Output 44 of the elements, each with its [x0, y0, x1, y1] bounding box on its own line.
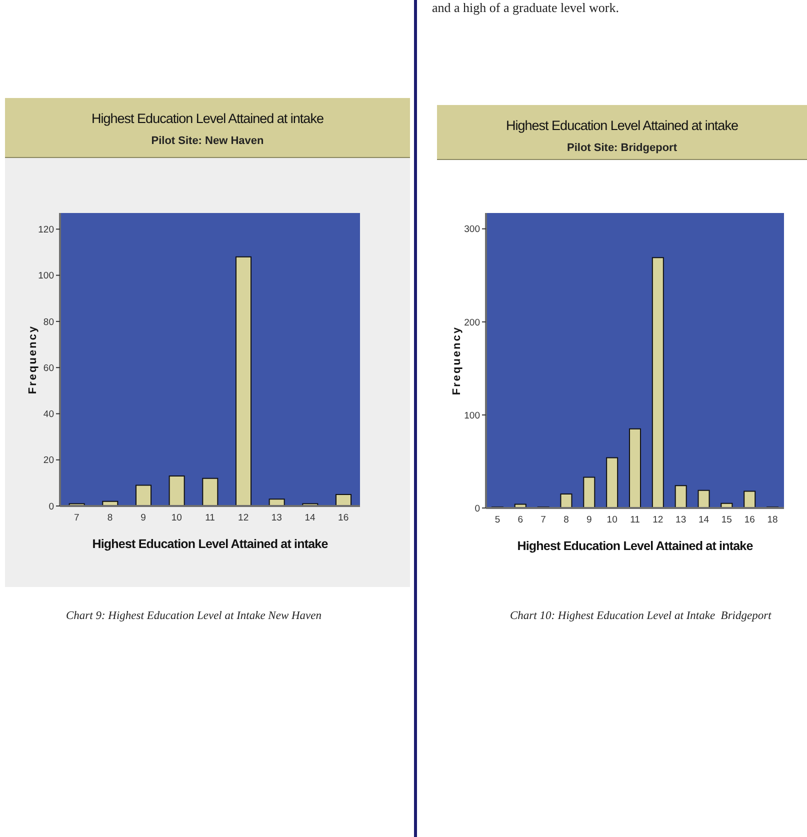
y-tick-label: 40 — [43, 409, 54, 420]
x-tick-label: 10 — [171, 512, 182, 524]
x-tick-label: 9 — [586, 514, 592, 526]
y-tick-label: 20 — [43, 455, 54, 466]
x-tick-label: 9 — [140, 512, 146, 524]
x-tick-label: 13 — [271, 512, 282, 524]
y-axis-title: Frequency — [26, 324, 39, 394]
x-tick-label: 12 — [238, 512, 249, 524]
y-tick-label: 80 — [43, 316, 54, 328]
x-tick-label: 6 — [518, 514, 524, 526]
x-tick-label: 7 — [74, 512, 80, 524]
x-tick-label: 15 — [721, 514, 732, 526]
y-axis-title: Frequency — [450, 326, 463, 396]
x-tick-label: 14 — [698, 514, 710, 526]
y-tick-label: 100 — [464, 410, 480, 422]
chart-subtitle: Pilot Site: Bridgeport — [567, 142, 677, 154]
x-tick-label: 7 — [540, 514, 546, 526]
chart-title: Highest Education Level Attained at intake — [506, 118, 738, 133]
x-tick-label: 8 — [107, 512, 113, 524]
text: and a high of a graduate level work. — [432, 0, 619, 15]
y-tick-label: 0 — [48, 501, 54, 512]
x-tick-label: 16 — [744, 514, 755, 526]
x-tick-label: 11 — [205, 512, 215, 524]
x-tick-label: 18 — [767, 514, 778, 526]
caption: Chart 10: Highest Education Level at Intake Bridgeport — [510, 610, 772, 622]
y-tick-label: 300 — [464, 224, 480, 236]
y-tick-label: 100 — [38, 270, 54, 282]
x-tick-label: 10 — [606, 514, 618, 526]
y-tick-label: 0 — [474, 503, 480, 514]
chart-title: Highest Education Level Attained at intake — [92, 111, 324, 126]
chart-subtitle: Pilot Site: New Haven — [151, 135, 264, 147]
x-tick-label: 11 — [630, 514, 640, 526]
x-tick-label: 12 — [652, 514, 664, 526]
x-tick-label: 8 — [564, 514, 569, 526]
x-tick-label: 14 — [304, 512, 316, 524]
y-tick-label: 200 — [464, 317, 480, 328]
x-tick-label: 16 — [338, 512, 349, 524]
x-axis-title: Highest Education Level Attained at intake — [517, 539, 754, 553]
x-tick-label: 13 — [676, 514, 686, 526]
caption: Chart 9: Highest Education Level at Intake New Haven — [66, 610, 322, 622]
x-tick-label: 5 — [494, 514, 500, 526]
y-tick-label: 120 — [38, 224, 54, 236]
x-axis-title: Highest Education Level Attained at intake — [92, 537, 328, 551]
y-tick-label: 60 — [43, 362, 54, 374]
